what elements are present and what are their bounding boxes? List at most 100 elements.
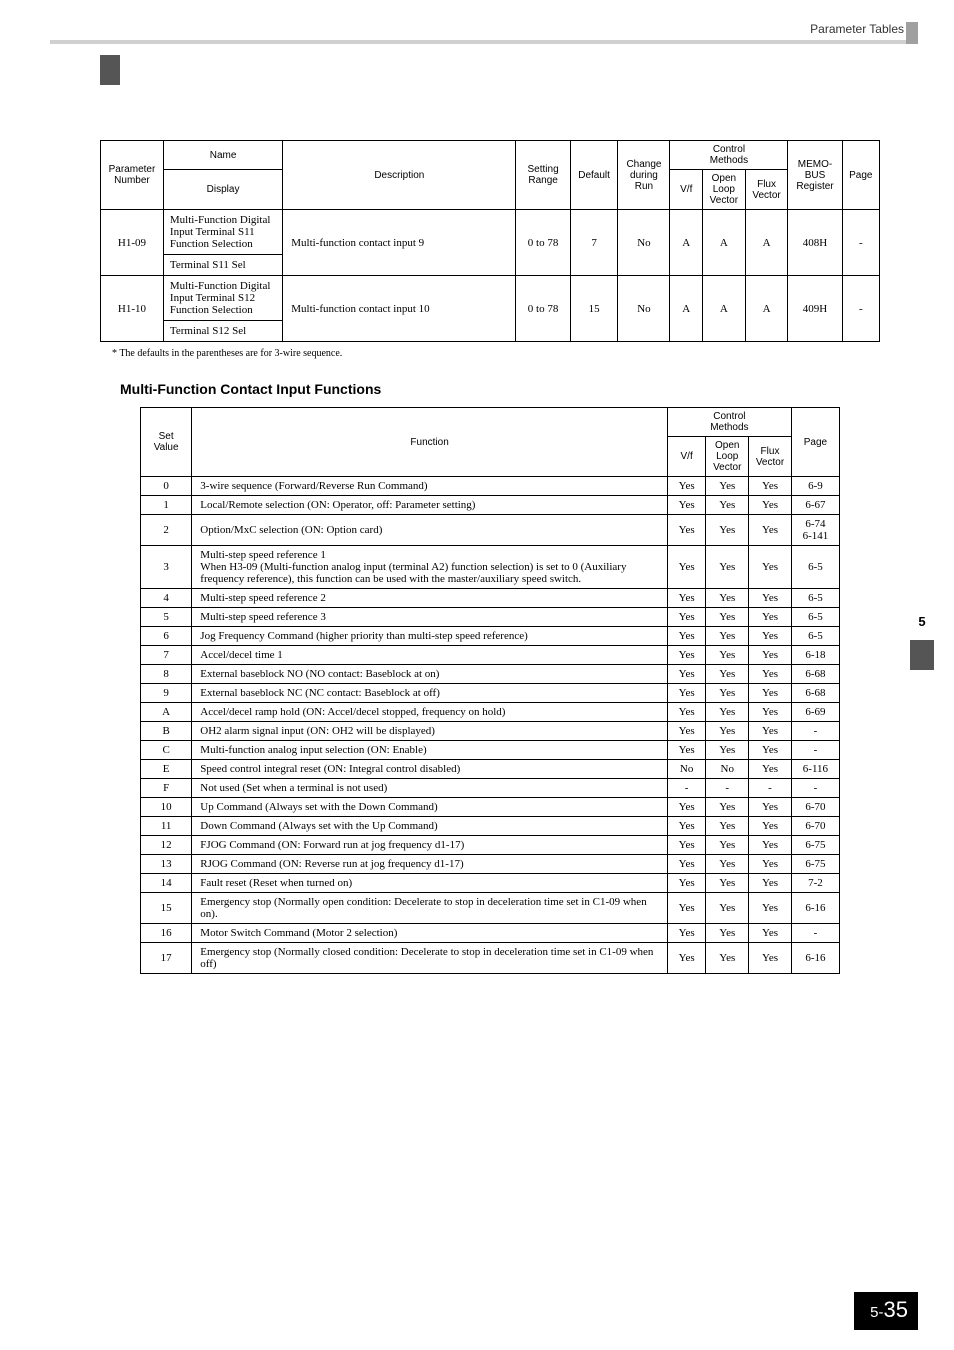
fn-fv: Yes [749,855,792,874]
fn-page: 6-5 [791,589,839,608]
table-row: 14Fault reset (Reset when turned on)YesY… [141,874,840,893]
fn-desc: External baseblock NO (NO contact: Baseb… [192,665,668,684]
fn-desc: FJOG Command (ON: Forward run at jog fre… [192,836,668,855]
fn-vf: Yes [667,722,705,741]
param-number: H1-09 [101,210,164,276]
header-accent-block [906,22,918,44]
header-title: Parameter Tables [810,22,904,36]
param-fv: A [745,210,788,276]
param-default: 7 [570,210,618,276]
fn-ol: Yes [706,741,749,760]
th2-page: Page [791,408,839,477]
fn-value: A [141,703,192,722]
fn-page: 6-9 [791,477,839,496]
fn-ol: Yes [706,646,749,665]
table-row: 5Multi-step speed reference 3YesYesYes6-… [141,608,840,627]
fn-page: 6-18 [791,646,839,665]
fn-ol: Yes [706,924,749,943]
table-row: 7Accel/decel time 1YesYesYes6-18 [141,646,840,665]
fn-desc: 3-wire sequence (Forward/Reverse Run Com… [192,477,668,496]
page-number: 5-35 [854,1292,918,1330]
fn-page: 6-5 [791,627,839,646]
table-row: 6Jog Frequency Command (higher priority … [141,627,840,646]
fn-desc: Motor Switch Command (Motor 2 selection) [192,924,668,943]
fn-vf: Yes [667,646,705,665]
th-param-number: Parameter Number [101,141,164,210]
fn-page: 6-75 [791,836,839,855]
fn-page: - [791,779,839,798]
fn-fv: Yes [749,874,792,893]
fn-value: F [141,779,192,798]
table-row: 3Multi-step speed reference 1 When H3-09… [141,546,840,589]
fn-desc: Accel/decel ramp hold (ON: Accel/decel s… [192,703,668,722]
fn-desc: Not used (Set when a terminal is not use… [192,779,668,798]
fn-value: B [141,722,192,741]
fn-page: 6-69 [791,703,839,722]
table-row: 11Down Command (Always set with the Up C… [141,817,840,836]
fn-value: 4 [141,589,192,608]
fn-page: 6-75 [791,855,839,874]
param-name: Multi-Function Digital Input Terminal S1… [163,276,282,321]
fn-page: 6-5 [791,546,839,589]
footer-chapter: 5- [870,1304,883,1321]
fn-value: 1 [141,496,192,515]
fn-page: - [791,741,839,760]
th2-vf: V/f [667,437,705,477]
fn-value: 0 [141,477,192,496]
th2-control-methods: Control Methods [667,408,791,437]
th2-set-value: Set Value [141,408,192,477]
fn-ol: Yes [706,496,749,515]
fn-ol: Yes [706,515,749,546]
fn-fv: Yes [749,943,792,974]
param-desc: Multi-function contact input 10 [283,276,516,342]
fn-fv: Yes [749,665,792,684]
fn-desc: Emergency stop (Normally open condition:… [192,893,668,924]
table-row: 8External baseblock NO (NO contact: Base… [141,665,840,684]
fn-fv: Yes [749,703,792,722]
fn-page: 6-70 [791,798,839,817]
fn-ol: Yes [706,665,749,684]
fn-ol: Yes [706,608,749,627]
th-open-loop: Open Loop Vector [703,170,746,210]
table-row: 13RJOG Command (ON: Reverse run at jog f… [141,855,840,874]
fn-fv: Yes [749,924,792,943]
fn-page: 6-68 [791,665,839,684]
fn-page: 6-67 [791,496,839,515]
param-range: 0 to 78 [516,276,570,342]
param-change: No [618,276,670,342]
th2-flux-vector: Flux Vector [749,437,792,477]
fn-ol: Yes [706,477,749,496]
fn-ol: - [706,779,749,798]
param-number: H1-10 [101,276,164,342]
fn-value: 2 [141,515,192,546]
fn-vf: Yes [667,817,705,836]
fn-desc: Speed control integral reset (ON: Integr… [192,760,668,779]
side-accent-block [100,55,120,85]
fn-ol: Yes [706,855,749,874]
fn-vf: Yes [667,943,705,974]
fn-value: 17 [141,943,192,974]
fn-desc: RJOG Command (ON: Reverse run at jog fre… [192,855,668,874]
table-row: 4Multi-step speed reference 2YesYesYes6-… [141,589,840,608]
fn-value: 12 [141,836,192,855]
fn-vf: Yes [667,798,705,817]
fn-page: - [791,722,839,741]
fn-desc: Down Command (Always set with the Up Com… [192,817,668,836]
fn-vf: Yes [667,924,705,943]
fn-page: 6-74 6-141 [791,515,839,546]
table-row: 16Motor Switch Command (Motor 2 selectio… [141,924,840,943]
fn-vf: Yes [667,608,705,627]
fn-fv: Yes [749,589,792,608]
param-register: 408H [788,210,842,276]
fn-vf: Yes [667,684,705,703]
fn-desc: OH2 alarm signal input (ON: OH2 will be … [192,722,668,741]
fn-fv: Yes [749,741,792,760]
param-default: 15 [570,276,618,342]
fn-value: 9 [141,684,192,703]
table-row: CMulti-function analog input selection (… [141,741,840,760]
th2-function: Function [192,408,668,477]
param-ol: A [703,210,746,276]
th-default: Default [570,141,618,210]
th-setting-range: Setting Range [516,141,570,210]
fn-fv: Yes [749,646,792,665]
